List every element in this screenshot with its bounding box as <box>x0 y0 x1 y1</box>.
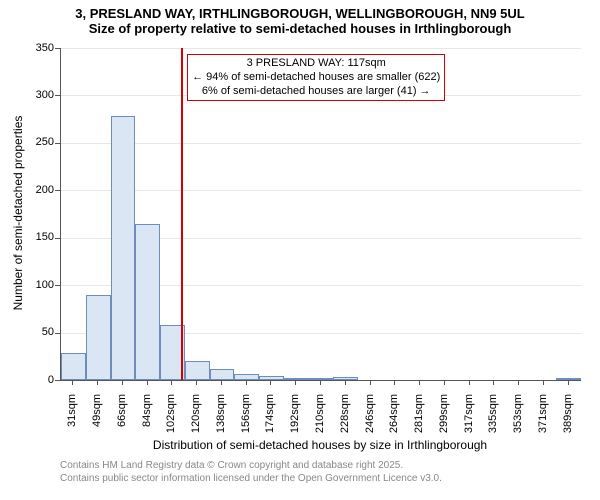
y-tick-label: 350 <box>20 42 54 54</box>
x-tick-label: 335sqm <box>487 394 499 444</box>
y-tick-label: 0 <box>20 374 54 386</box>
y-tick-label: 150 <box>20 231 54 243</box>
y-tick-mark <box>55 48 60 49</box>
x-tick-label: 66sqm <box>116 394 128 444</box>
histogram-bar <box>61 353 86 380</box>
x-tick-label: 138sqm <box>215 394 227 444</box>
x-tick-label: 84sqm <box>141 394 153 444</box>
gridline <box>61 143 581 144</box>
x-tick-mark <box>394 380 395 385</box>
histogram-bar <box>259 376 284 380</box>
x-tick-mark <box>493 380 494 385</box>
x-tick-label: 31sqm <box>66 394 78 444</box>
x-tick-mark <box>246 380 247 385</box>
x-tick-mark <box>171 380 172 385</box>
plot-area: 3 PRESLAND WAY: 117sqm← 94% of semi-deta… <box>60 48 581 381</box>
x-tick-mark <box>270 380 271 385</box>
y-tick-mark <box>55 95 60 96</box>
annotation-line: 3 PRESLAND WAY: 117sqm <box>192 57 440 71</box>
x-tick-mark <box>97 380 98 385</box>
x-tick-mark <box>469 380 470 385</box>
y-tick-label: 50 <box>20 326 54 338</box>
x-tick-label: 246sqm <box>364 394 376 444</box>
x-tick-label: 281sqm <box>413 394 425 444</box>
y-tick-mark <box>55 333 60 334</box>
x-tick-label: 371sqm <box>537 394 549 444</box>
chart-container: 3, PRESLAND WAY, IRTHLINGBOROUGH, WELLIN… <box>0 0 600 500</box>
title-line-2: Size of property relative to semi-detach… <box>0 21 600 36</box>
y-tick-label: 200 <box>20 184 54 196</box>
x-tick-label: 120sqm <box>190 394 202 444</box>
y-tick-label: 300 <box>20 89 54 101</box>
x-tick-label: 102sqm <box>165 394 177 444</box>
histogram-bar <box>234 374 259 380</box>
x-tick-mark <box>518 380 519 385</box>
x-tick-label: 264sqm <box>388 394 400 444</box>
x-tick-label: 299sqm <box>438 394 450 444</box>
histogram-bar <box>556 378 581 380</box>
x-tick-mark <box>444 380 445 385</box>
x-tick-mark <box>295 380 296 385</box>
y-tick-mark <box>55 143 60 144</box>
x-tick-mark <box>568 380 569 385</box>
x-tick-mark <box>370 380 371 385</box>
x-tick-mark <box>221 380 222 385</box>
histogram-bar <box>86 295 111 380</box>
x-tick-mark <box>122 380 123 385</box>
x-tick-label: 174sqm <box>264 394 276 444</box>
y-tick-label: 100 <box>20 279 54 291</box>
x-tick-mark <box>196 380 197 385</box>
x-tick-mark <box>345 380 346 385</box>
gridline <box>61 190 581 191</box>
histogram-bar <box>135 224 160 381</box>
y-tick-mark <box>55 380 60 381</box>
histogram-bar <box>210 369 235 380</box>
x-tick-label: 389sqm <box>562 394 574 444</box>
y-tick-mark <box>55 190 60 191</box>
x-tick-mark <box>72 380 73 385</box>
x-tick-label: 228sqm <box>339 394 351 444</box>
x-tick-label: 317sqm <box>463 394 475 444</box>
annotation-box: 3 PRESLAND WAY: 117sqm← 94% of semi-deta… <box>187 54 445 101</box>
x-tick-mark <box>543 380 544 385</box>
title-line-1: 3, PRESLAND WAY, IRTHLINGBOROUGH, WELLIN… <box>0 6 600 21</box>
annotation-line: ← 94% of semi-detached houses are smalle… <box>192 71 440 85</box>
property-marker-line <box>181 48 183 380</box>
chart-title: 3, PRESLAND WAY, IRTHLINGBOROUGH, WELLIN… <box>0 6 600 36</box>
x-tick-mark <box>419 380 420 385</box>
x-tick-label: 192sqm <box>289 394 301 444</box>
footer-line-2: Contains public sector information licen… <box>60 473 442 486</box>
histogram-bar <box>111 116 136 380</box>
x-tick-label: 210sqm <box>314 394 326 444</box>
x-tick-mark <box>147 380 148 385</box>
y-tick-mark <box>55 238 60 239</box>
x-tick-mark <box>320 380 321 385</box>
histogram-bar <box>333 377 358 380</box>
footer-attribution: Contains HM Land Registry data © Crown c… <box>60 460 442 485</box>
histogram-bar <box>185 361 210 380</box>
y-tick-label: 250 <box>20 136 54 148</box>
footer-line-1: Contains HM Land Registry data © Crown c… <box>60 460 442 473</box>
x-tick-label: 49sqm <box>91 394 103 444</box>
y-tick-mark <box>55 285 60 286</box>
x-tick-label: 353sqm <box>512 394 524 444</box>
gridline <box>61 48 581 49</box>
annotation-line: 6% of semi-detached houses are larger (4… <box>192 85 440 99</box>
x-tick-label: 156sqm <box>240 394 252 444</box>
